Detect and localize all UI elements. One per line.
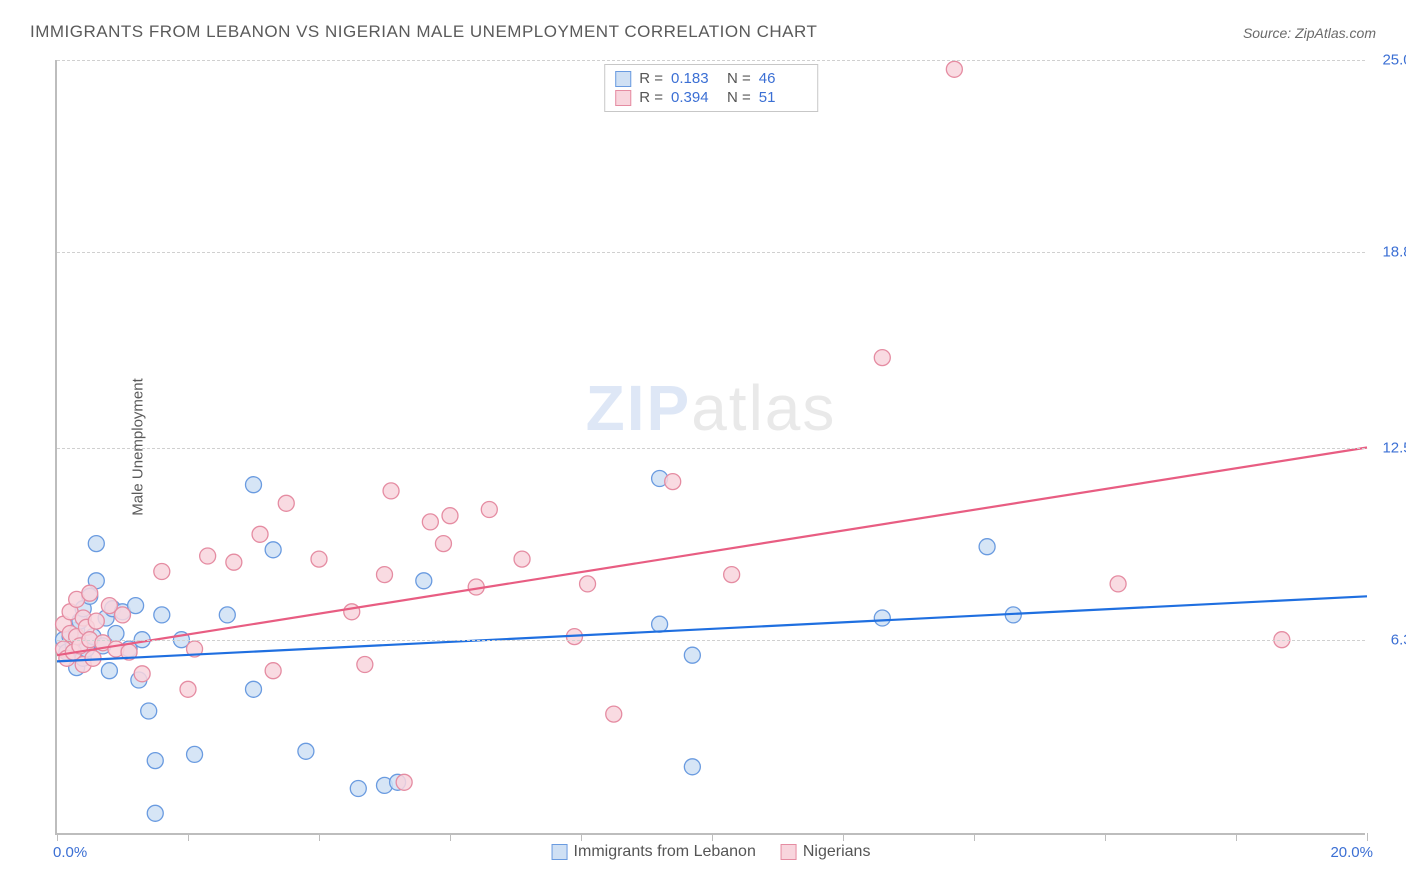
data-point bbox=[514, 551, 530, 567]
data-point bbox=[311, 551, 327, 567]
data-point bbox=[101, 663, 117, 679]
data-point bbox=[219, 607, 235, 623]
data-point bbox=[344, 604, 360, 620]
data-point bbox=[422, 514, 438, 530]
data-point bbox=[665, 474, 681, 490]
x-tick bbox=[1367, 833, 1368, 841]
data-point bbox=[377, 567, 393, 583]
data-point bbox=[979, 539, 995, 555]
data-point bbox=[350, 781, 366, 797]
regression-line bbox=[57, 596, 1367, 661]
data-point bbox=[187, 746, 203, 762]
gridline bbox=[57, 60, 1365, 61]
y-tick-label: 6.3% bbox=[1370, 631, 1406, 648]
x-tick bbox=[1236, 833, 1237, 841]
chart-title: IMMIGRANTS FROM LEBANON VS NIGERIAN MALE… bbox=[30, 22, 817, 42]
chart-plot-area: Male Unemployment ZIPatlas R = 0.183 N =… bbox=[55, 60, 1365, 835]
legend-item-nigerians: Nigerians bbox=[781, 843, 871, 861]
data-point bbox=[652, 616, 668, 632]
data-point bbox=[265, 663, 281, 679]
data-point bbox=[115, 607, 131, 623]
data-point bbox=[435, 536, 451, 552]
data-point bbox=[88, 613, 104, 629]
data-point bbox=[226, 554, 242, 570]
data-point bbox=[200, 548, 216, 564]
data-point bbox=[298, 743, 314, 759]
x-tick bbox=[843, 833, 844, 841]
series-legend: Immigrants from Lebanon Nigerians bbox=[552, 843, 871, 861]
x-tick bbox=[712, 833, 713, 841]
legend-swatch-lebanon bbox=[552, 844, 568, 860]
data-point bbox=[1110, 576, 1126, 592]
data-point bbox=[684, 759, 700, 775]
x-axis-min-label: 0.0% bbox=[53, 844, 87, 861]
data-point bbox=[134, 666, 150, 682]
data-point bbox=[874, 610, 890, 626]
x-tick bbox=[1105, 833, 1106, 841]
data-point bbox=[154, 564, 170, 580]
legend-item-lebanon: Immigrants from Lebanon bbox=[552, 843, 756, 861]
data-point bbox=[246, 477, 262, 493]
data-point bbox=[874, 350, 890, 366]
x-tick bbox=[974, 833, 975, 841]
data-point bbox=[278, 495, 294, 511]
legend-label-nigerians: Nigerians bbox=[803, 843, 871, 861]
x-tick bbox=[581, 833, 582, 841]
legend-swatch-nigerians bbox=[781, 844, 797, 860]
data-point bbox=[141, 703, 157, 719]
data-point bbox=[357, 657, 373, 673]
gridline bbox=[57, 640, 1365, 641]
data-point bbox=[147, 805, 163, 821]
data-point bbox=[154, 607, 170, 623]
plot-svg bbox=[57, 60, 1365, 833]
data-point bbox=[684, 647, 700, 663]
x-tick bbox=[319, 833, 320, 841]
x-tick bbox=[57, 833, 58, 841]
gridline bbox=[57, 252, 1365, 253]
data-point bbox=[147, 753, 163, 769]
data-point bbox=[88, 536, 104, 552]
data-point bbox=[252, 526, 268, 542]
data-point bbox=[481, 502, 497, 518]
source-attribution: Source: ZipAtlas.com bbox=[1243, 25, 1376, 41]
y-tick-label: 18.8% bbox=[1370, 244, 1406, 261]
data-point bbox=[442, 508, 458, 524]
data-point bbox=[180, 681, 196, 697]
y-tick-label: 25.0% bbox=[1370, 52, 1406, 69]
data-point bbox=[724, 567, 740, 583]
data-point bbox=[82, 585, 98, 601]
gridline bbox=[57, 448, 1365, 449]
data-point bbox=[396, 774, 412, 790]
data-point bbox=[246, 681, 262, 697]
x-tick bbox=[188, 833, 189, 841]
data-point bbox=[606, 706, 622, 722]
data-point bbox=[946, 61, 962, 77]
data-point bbox=[383, 483, 399, 499]
data-point bbox=[416, 573, 432, 589]
data-point bbox=[265, 542, 281, 558]
y-tick-label: 12.5% bbox=[1370, 439, 1406, 456]
x-axis-max-label: 20.0% bbox=[1330, 844, 1373, 861]
legend-label-lebanon: Immigrants from Lebanon bbox=[574, 843, 756, 861]
x-tick bbox=[450, 833, 451, 841]
data-point bbox=[580, 576, 596, 592]
